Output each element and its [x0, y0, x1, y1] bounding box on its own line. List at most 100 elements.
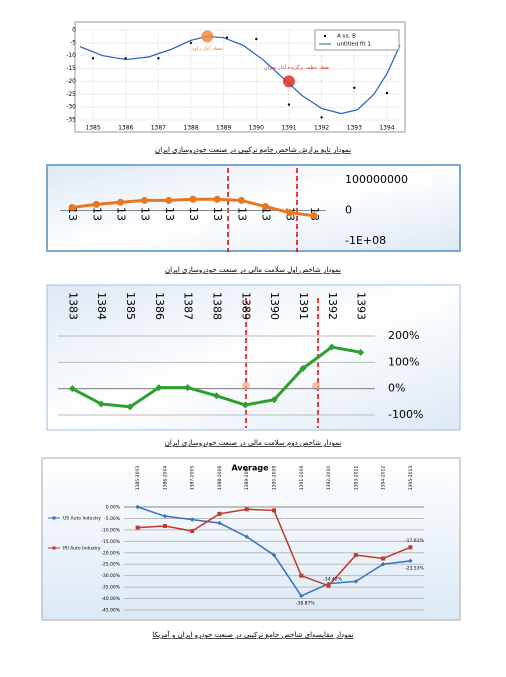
point: [299, 593, 304, 599]
x-tick-label: 1385: [124, 292, 137, 320]
point: [287, 103, 291, 106]
y-tick-label: -30.00%: [101, 573, 121, 579]
y-tick-label: -35: [66, 117, 76, 124]
y-tick-label: -5.00%: [104, 516, 121, 522]
x-tick-label: 1387: [151, 125, 166, 132]
highlight: [242, 382, 250, 390]
point: [271, 552, 277, 558]
x-tick-label: 1392: [314, 125, 329, 132]
point: [286, 209, 294, 217]
point: [162, 513, 168, 519]
point: [92, 200, 100, 208]
y-tick-label: -100%: [388, 408, 423, 421]
point: [326, 583, 331, 588]
x-tick-label: 1392: [326, 292, 339, 320]
x-tick-label: 1387-2005: [190, 466, 196, 491]
legend-box: [314, 29, 400, 51]
point: [353, 579, 359, 584]
highlight: [312, 382, 320, 390]
y-tick-label: -20.00%: [101, 550, 121, 556]
x-tick-label: 1386: [118, 125, 133, 132]
value-label: -34.42%: [323, 576, 343, 582]
legend-swatch: [52, 516, 56, 520]
point: [189, 517, 195, 522]
annotation: نقطه عطف برگزیده آغاز بحران: [264, 64, 330, 71]
x-tick-label: 1385-2003: [135, 466, 141, 491]
x-tick-label: 13: [260, 207, 273, 221]
panel-2: [46, 164, 461, 252]
y-tick-label: -20: [66, 78, 76, 85]
x-tick-label: 1388: [183, 125, 198, 132]
y-tick-label: 0: [72, 27, 76, 34]
x-tick-label: 1391-2009: [299, 466, 305, 491]
point: [189, 195, 197, 203]
x-tick-label: 1390: [249, 125, 264, 132]
y-tick-label: 0%: [388, 382, 405, 395]
value-label: -38.87%: [296, 600, 316, 606]
x-tick-label: 13: [235, 207, 248, 221]
y-tick-label: -40.00%: [101, 596, 121, 602]
point: [184, 384, 192, 392]
y-tick-label: -35.00%: [101, 585, 121, 591]
point: [237, 196, 245, 204]
x-tick-label: 1389-2007: [244, 466, 250, 491]
caption: نمودار شاخص دوم سلامت مالی در صنعت خودرو…: [165, 439, 341, 447]
point: [320, 116, 323, 119]
point: [408, 558, 413, 564]
point: [270, 396, 278, 404]
point: [380, 562, 386, 567]
point: [353, 86, 356, 90]
x-tick-label: 13: [139, 207, 152, 221]
point: [408, 545, 413, 550]
y-tick-label: -10: [66, 52, 76, 59]
y-tick-label: -30: [66, 104, 76, 111]
point: [189, 41, 193, 45]
annotation-marker: [201, 30, 214, 43]
x-tick-label: 1384: [95, 292, 108, 320]
point: [353, 553, 358, 558]
annotation: نقطه آغاز رکود: [192, 45, 223, 52]
annotation-marker: [282, 75, 295, 88]
y-tick-label: 200%: [388, 329, 419, 342]
y-tick-label: -10.00%: [101, 527, 121, 533]
y-tick-label: 100%: [388, 355, 419, 368]
x-tick-label: 1390-2008: [272, 466, 278, 491]
x-tick-label: 1395-2013: [408, 466, 414, 491]
x-tick-label: 13: [187, 207, 200, 221]
point: [135, 525, 140, 530]
x-tick-label: 1391: [297, 292, 310, 320]
chart-title: Average: [231, 464, 269, 473]
x-tick-label: 1393: [347, 125, 362, 132]
point: [213, 195, 221, 203]
x-tick-label: 1387: [182, 292, 195, 320]
x-tick-label: 1391: [281, 125, 296, 132]
caption: نمودار شاخص اول سلامت مالی در صنعت خودرو…: [165, 266, 341, 274]
legend-swatch: [323, 34, 327, 38]
point: [326, 581, 331, 586]
legend-label: IRI Auto Industry: [63, 546, 101, 552]
point: [272, 508, 276, 513]
y-tick-label: -15.00%: [101, 539, 121, 545]
point: [381, 556, 386, 561]
point: [155, 384, 163, 392]
x-tick-label: 13: [163, 207, 176, 221]
x-tick-label: 13: [90, 207, 103, 221]
y-tick-label: -25.00%: [101, 562, 121, 568]
caption: نمودار تابع برازش شاخص جامع ترکیبی در صن…: [155, 146, 351, 154]
x-tick-label: 13: [211, 207, 224, 221]
x-tick-label: 1390: [268, 292, 281, 320]
point: [299, 573, 304, 578]
point: [190, 529, 195, 534]
x-tick-label: 1392-2010: [326, 466, 332, 491]
value-label: -23.53%: [405, 565, 425, 571]
point: [162, 523, 167, 528]
point: [217, 520, 222, 526]
y-tick-label: 100000000: [345, 173, 408, 186]
point: [328, 343, 336, 351]
point: [141, 196, 149, 204]
point: [217, 511, 222, 516]
x-tick-label: 1394: [379, 125, 394, 132]
point: [165, 196, 173, 204]
point: [97, 400, 105, 408]
